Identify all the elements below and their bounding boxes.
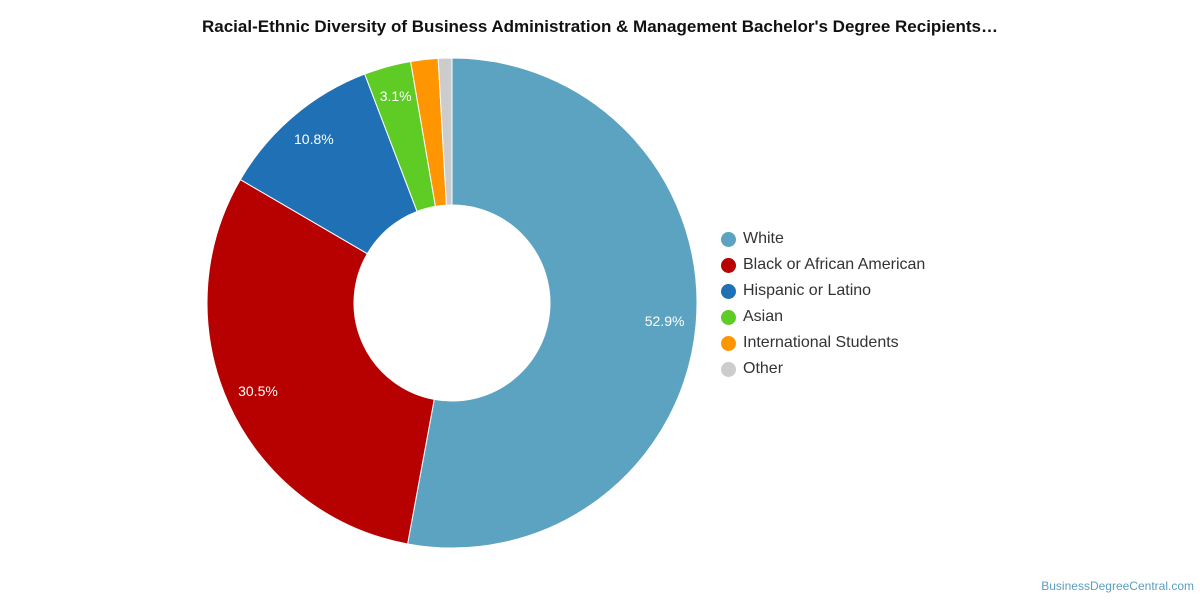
legend-item-white[interactable]: White: [721, 226, 925, 252]
legend-swatch: [721, 309, 736, 325]
legend-label: Asian: [743, 308, 784, 325]
legend-swatch: [721, 257, 736, 273]
data-label-asian: 3.1%: [380, 88, 412, 104]
data-label-hispanic-or-latino: 10.8%: [294, 131, 334, 147]
slice-white[interactable]: [407, 57, 698, 549]
legend-swatch: [721, 335, 736, 351]
legend-swatch: [721, 231, 736, 247]
chart-legend: White Black or African American Hispanic o…: [721, 226, 925, 382]
data-label-white: 52.9%: [645, 313, 685, 329]
chart-title: Racial-Ethnic Diversity of Business Admi…: [201, 17, 998, 36]
data-label-black-or-african-american: 30.5%: [238, 383, 278, 399]
legend-item-hispanic-or-latino[interactable]: Hispanic or Latino: [721, 278, 925, 304]
legend-label: Hispanic or Latino: [743, 282, 872, 299]
legend-swatch: [721, 361, 736, 377]
slice-black-or-african-american[interactable]: [206, 178, 435, 545]
legend-label: International Students: [743, 334, 899, 351]
legend-item-other[interactable]: Other: [721, 356, 925, 382]
legend-label: White: [743, 230, 784, 247]
source-credit-link[interactable]: BusinessDegreeCentral.com: [1041, 579, 1194, 593]
legend-swatch: [721, 283, 736, 299]
legend-label: Other: [743, 360, 784, 377]
legend-item-black-or-african-american[interactable]: Black or African American: [721, 252, 925, 278]
slice-other[interactable]: [437, 57, 453, 206]
legend-label: Black or African American: [743, 256, 926, 273]
legend-item-asian[interactable]: Asian: [721, 304, 925, 330]
legend-item-international-students[interactable]: International Students: [721, 330, 925, 356]
